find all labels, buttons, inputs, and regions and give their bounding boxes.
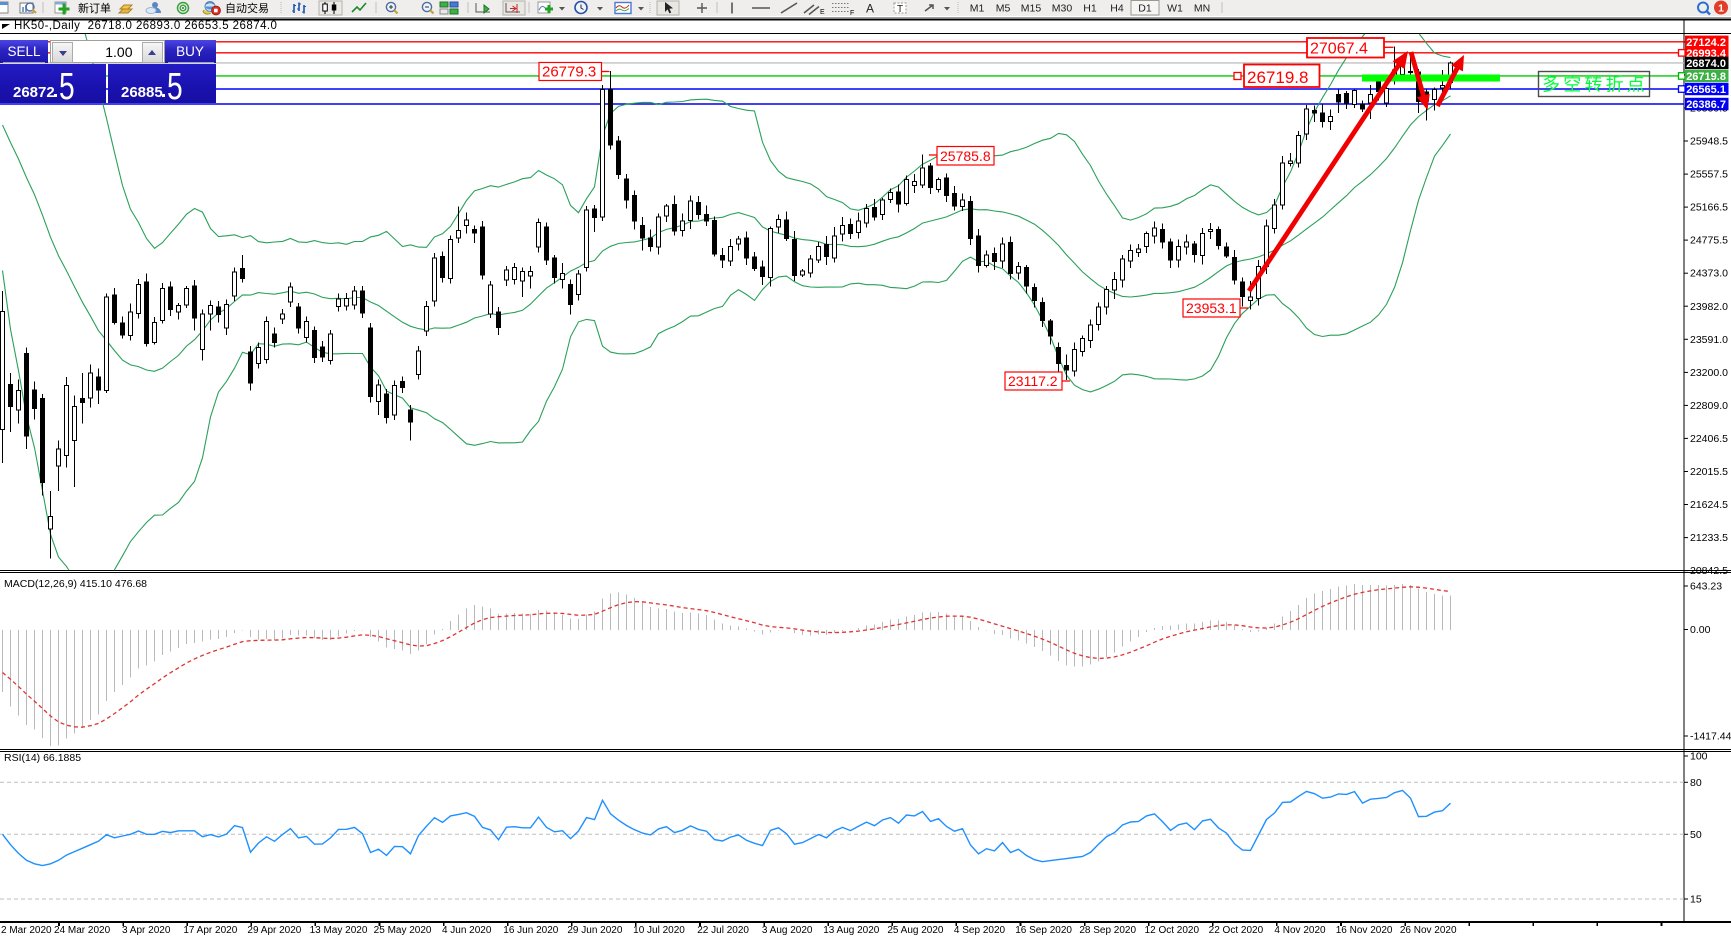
svg-text:4 Nov 2020: 4 Nov 2020	[1274, 925, 1326, 936]
svg-text:自动交易: 自动交易	[225, 1, 269, 15]
svg-text:22 Oct 2020: 22 Oct 2020	[1209, 925, 1264, 936]
svg-text:13 May 2020: 13 May 2020	[310, 925, 368, 936]
svg-text:M1: M1	[970, 3, 985, 15]
svg-text:A: A	[866, 2, 874, 16]
svg-text:16 Nov 2020: 16 Nov 2020	[1336, 925, 1393, 936]
svg-text:23117.2: 23117.2	[1008, 373, 1058, 389]
svg-text:20842.5: 20842.5	[1690, 565, 1728, 577]
svg-text:26779.3: 26779.3	[542, 64, 596, 81]
svg-text:26386.7: 26386.7	[1686, 99, 1726, 111]
svg-text:0.00: 0.00	[1690, 624, 1711, 636]
svg-text:22015.5: 22015.5	[1690, 466, 1728, 478]
svg-text:RSI(14) 66.1885: RSI(14) 66.1885	[4, 752, 81, 764]
svg-text:26565.1: 26565.1	[1686, 84, 1726, 96]
svg-text:29 Apr 2020: 29 Apr 2020	[247, 925, 301, 936]
svg-text:E: E	[820, 9, 825, 16]
svg-text:28 Sep 2020: 28 Sep 2020	[1079, 925, 1136, 936]
svg-text:13 Aug 2020: 13 Aug 2020	[823, 925, 880, 936]
svg-text:22 Jul 2020: 22 Jul 2020	[697, 925, 749, 936]
svg-text:M5: M5	[996, 3, 1011, 15]
svg-text:26874.0: 26874.0	[1686, 58, 1726, 70]
svg-text:21233.5: 21233.5	[1690, 532, 1728, 544]
svg-text:3 Aug 2020: 3 Aug 2020	[762, 925, 813, 936]
svg-text:H1: H1	[1083, 3, 1097, 15]
svg-text:26719.8: 26719.8	[1247, 68, 1308, 87]
svg-text:新订单: 新订单	[78, 1, 111, 15]
svg-text:4 Sep 2020: 4 Sep 2020	[954, 925, 1006, 936]
svg-text:M30: M30	[1052, 3, 1073, 15]
svg-text:10 Jul 2020: 10 Jul 2020	[633, 925, 685, 936]
svg-text:16 Jun 2020: 16 Jun 2020	[503, 925, 558, 936]
svg-text:MACD(12,26,9) 415.10 476.68: MACD(12,26,9) 415.10 476.68	[4, 578, 147, 590]
svg-text:M15: M15	[1021, 3, 1042, 15]
svg-text:H4: H4	[1110, 3, 1124, 15]
svg-text:-1417.44: -1417.44	[1690, 731, 1731, 743]
svg-text:25557.5: 25557.5	[1690, 169, 1728, 181]
svg-text:22809.0: 22809.0	[1690, 400, 1728, 412]
svg-text:23982.0: 23982.0	[1690, 301, 1728, 313]
svg-text:80: 80	[1690, 777, 1702, 789]
svg-text:12 Oct 2020: 12 Oct 2020	[1145, 925, 1200, 936]
svg-text:50: 50	[1690, 829, 1702, 841]
svg-text:22406.5: 22406.5	[1690, 433, 1728, 445]
svg-text:MN: MN	[1194, 3, 1210, 15]
svg-text:23200.0: 23200.0	[1690, 367, 1728, 379]
svg-text:26 Nov 2020: 26 Nov 2020	[1400, 925, 1457, 936]
svg-text:17 Apr 2020: 17 Apr 2020	[183, 925, 237, 936]
svg-text:W1: W1	[1167, 3, 1183, 15]
svg-text:2 Mar 2020: 2 Mar 2020	[1, 925, 52, 936]
svg-text:100: 100	[1690, 751, 1708, 763]
svg-text:1: 1	[1718, 3, 1724, 15]
svg-text:25166.5: 25166.5	[1690, 202, 1728, 214]
svg-text:26719.8: 26719.8	[1686, 71, 1726, 83]
svg-text:24373.0: 24373.0	[1690, 268, 1728, 280]
svg-text:多空转折点: 多空转折点	[1542, 75, 1648, 95]
svg-text:F: F	[850, 10, 854, 17]
svg-text:25785.8: 25785.8	[940, 148, 991, 164]
svg-text:21624.5: 21624.5	[1690, 499, 1728, 511]
svg-text:643.23: 643.23	[1690, 581, 1722, 593]
svg-text:27067.4: 27067.4	[1310, 41, 1368, 58]
svg-text:25 Aug 2020: 25 Aug 2020	[887, 925, 944, 936]
svg-text:25948.5: 25948.5	[1690, 136, 1728, 148]
svg-text:4 Jun 2020: 4 Jun 2020	[442, 925, 492, 936]
svg-text:T: T	[897, 4, 903, 15]
svg-text:27124.2: 27124.2	[1686, 37, 1726, 49]
svg-text:3 Apr 2020: 3 Apr 2020	[122, 925, 171, 936]
svg-text:23953.1: 23953.1	[1186, 300, 1237, 316]
svg-text:23591.0: 23591.0	[1690, 334, 1728, 346]
svg-text:15: 15	[1690, 894, 1702, 906]
svg-text:25 May 2020: 25 May 2020	[374, 925, 432, 936]
svg-text:16 Sep 2020: 16 Sep 2020	[1015, 925, 1072, 936]
svg-text:24 Mar 2020: 24 Mar 2020	[54, 925, 111, 936]
svg-text:24775.5: 24775.5	[1690, 235, 1728, 247]
svg-text:29 Jun 2020: 29 Jun 2020	[567, 925, 622, 936]
svg-text:D1: D1	[1138, 3, 1152, 15]
